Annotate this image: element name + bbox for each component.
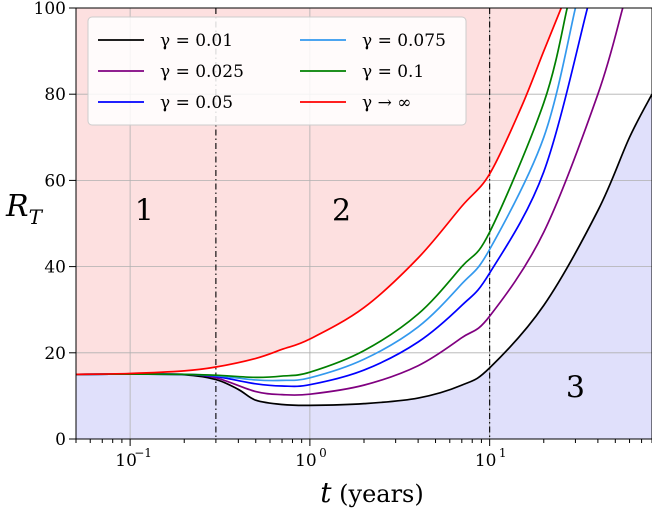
y-tick-label-5: 100 — [34, 0, 66, 19]
x-tick-label-0: 10 — [115, 451, 137, 471]
legend-label-0: γ = 0.01 — [160, 31, 233, 51]
x-tick-exponent-0: −1 — [134, 446, 152, 460]
x-tick-exponent-2: 1 — [499, 446, 507, 460]
legend-label-2: γ = 0.05 — [160, 93, 233, 113]
legend-label-4: γ = 0.1 — [362, 62, 424, 82]
series-lines — [76, 8, 652, 407]
legend-label-1: γ = 0.025 — [160, 62, 244, 82]
legend: γ = 0.01 γ = 0.025 γ = 0.05 γ = 0.075 γ = 0.… — [87, 16, 467, 126]
y-tick-label-4: 80 — [44, 85, 66, 105]
y-tick-label-3: 60 — [44, 171, 66, 191]
y-axis-label: RT — [5, 189, 44, 229]
x-axis-label-var: t — [320, 476, 332, 509]
legend-label-3: γ = 0.075 — [362, 31, 446, 51]
series-line-0 — [76, 93, 652, 407]
region-label-2: 2 — [332, 194, 351, 229]
x-tick-exponent-1: 0 — [319, 446, 327, 460]
x-axis-ticks: 10−1 10 0 10 1 — [75, 439, 652, 471]
legend-label-5: γ → ∞ — [362, 93, 411, 113]
region-label-3: 3 — [566, 370, 585, 405]
region-label-1: 1 — [135, 194, 154, 229]
series-line-4 — [76, 8, 569, 379]
series-line-5 — [76, 8, 562, 376]
region-labels: 1 2 3 — [135, 194, 585, 406]
y-tick-label-0: 0 — [55, 430, 66, 450]
legend-box — [87, 16, 467, 126]
y-axis-ticks: 0 20 40 60 80 100 — [34, 0, 76, 450]
x-axis-label-unit: (years) — [332, 480, 424, 508]
axis-labels: t (years) RT — [5, 189, 424, 509]
y-tick-label-2: 40 — [44, 258, 66, 278]
y-axis-label-base: R — [5, 189, 29, 224]
x-axis-label: t (years) — [320, 476, 423, 509]
x-tick-label-1: 10 — [295, 451, 317, 471]
y-tick-label-1: 20 — [44, 344, 66, 364]
x-tick-label-2: 10 — [475, 451, 497, 471]
y-axis-label-subscript: T — [29, 205, 44, 229]
